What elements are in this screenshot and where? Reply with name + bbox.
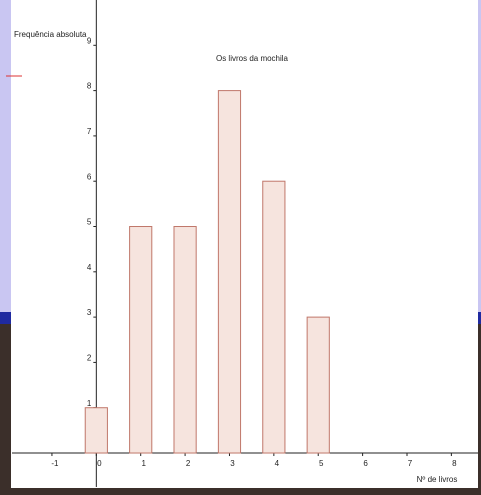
bar [174, 227, 196, 454]
y-tick-label: 4 [87, 263, 92, 272]
x-tick-label: -1 [51, 459, 59, 468]
x-tick-label: 4 [275, 459, 280, 468]
bar [130, 227, 152, 454]
x-axis-label: Nº de livros [417, 475, 458, 484]
x-tick-label: 1 [141, 459, 146, 468]
y-tick-label: 5 [87, 218, 92, 227]
y-tick-label: 1 [87, 399, 92, 408]
y-tick-label: 7 [87, 127, 92, 136]
bar [307, 317, 329, 453]
chart-title: Os livros da mochila [216, 54, 289, 63]
y-axis-label: Frequência absoluta [14, 30, 87, 39]
y-tick-label: 2 [87, 354, 92, 363]
x-tick-label: 6 [363, 459, 368, 468]
y-tick-label: 6 [87, 172, 92, 181]
x-tick-label: 3 [230, 459, 235, 468]
bar [85, 408, 107, 453]
y-tick-label: 9 [87, 36, 92, 45]
x-tick-label: 5 [319, 459, 324, 468]
x-tick-label: 0 [97, 459, 102, 468]
plot-panel [11, 0, 478, 488]
bar [263, 181, 285, 453]
y-tick-label: 8 [87, 82, 92, 91]
x-tick-label: 2 [186, 459, 191, 468]
screen: -10123456780123456789 Os livros da mochi… [0, 0, 481, 495]
x-tick-label: 7 [408, 459, 413, 468]
x-tick-label: 8 [452, 459, 457, 468]
bar [218, 91, 240, 453]
y-tick-label: 3 [87, 308, 92, 317]
